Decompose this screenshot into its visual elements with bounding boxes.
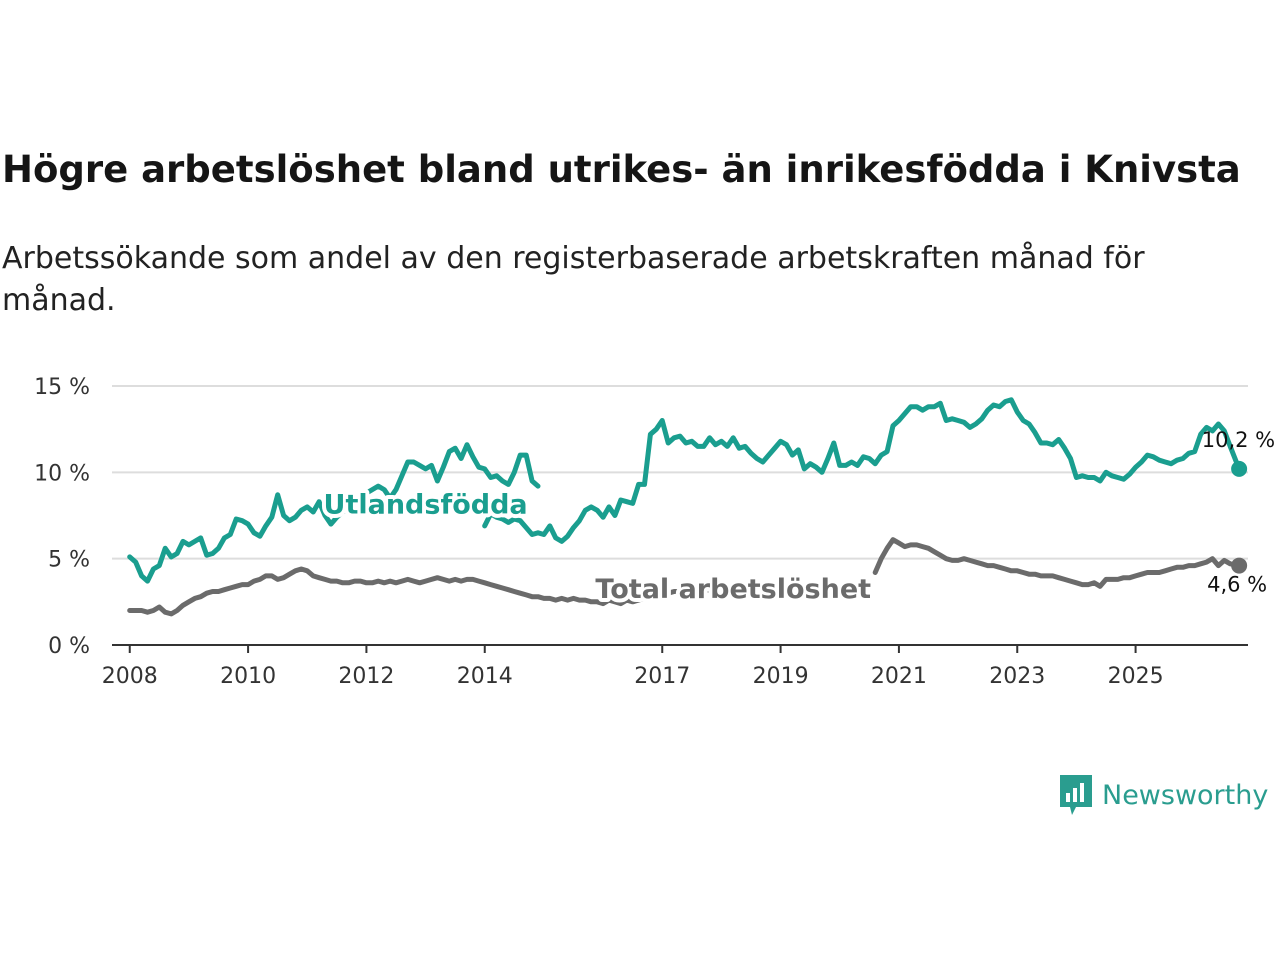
- x-tick-label: 2025: [1108, 664, 1164, 689]
- x-tick-label: 2019: [753, 664, 809, 689]
- series-end-label: 10,2 %: [1202, 428, 1275, 452]
- y-tick-label: 10 %: [34, 461, 90, 486]
- series-line-utlandsfödda: [127, 442, 541, 584]
- brand-name: Newsworthy: [1102, 779, 1269, 811]
- series-line-utlandsfödda: [482, 397, 1242, 544]
- series-name-label: Utlandsfödda: [324, 489, 528, 520]
- series-line-total-arbetslöshet: [127, 566, 713, 617]
- x-tick-label: 2021: [871, 664, 927, 689]
- series-end-point-utlandsfödda: [1231, 460, 1248, 477]
- x-tick-label: 2010: [220, 664, 276, 689]
- brand-logo[interactable]: Newsworthy: [1058, 773, 1268, 817]
- series-name-label: Total arbetslöshet: [595, 574, 871, 605]
- x-tick-label: 2012: [338, 664, 394, 689]
- series-end-point-total-arbetslöshet: [1231, 557, 1248, 574]
- x-tick-label: 2008: [102, 664, 158, 689]
- x-tick-label: 2023: [989, 664, 1045, 689]
- chart-title: Högre arbetslöshet bland utrikes- än inr…: [2, 148, 1241, 191]
- y-tick-label: 0 %: [48, 634, 90, 659]
- x-tick-label: 2017: [634, 664, 690, 689]
- bar-chart-icon: [1060, 775, 1092, 815]
- chart-subtitle: Arbetssökande som andel av den registerb…: [2, 241, 1145, 318]
- series-end-label: 4,6 %: [1207, 573, 1267, 597]
- y-tick-label: 15 %: [34, 375, 90, 400]
- series-line-total-arbetslöshet: [872, 537, 1242, 589]
- x-tick-label: 2014: [457, 664, 513, 689]
- y-tick-label: 5 %: [48, 548, 90, 573]
